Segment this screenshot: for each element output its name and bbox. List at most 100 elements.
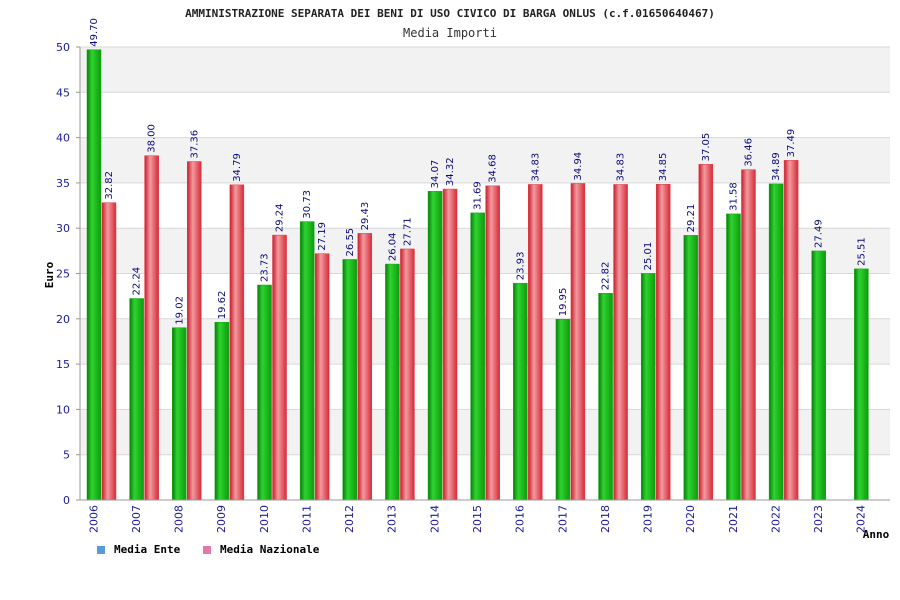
bar-media-ente xyxy=(427,191,443,501)
bar-media-ente xyxy=(214,321,230,501)
bars-group xyxy=(86,49,869,501)
x-tick-label: 2011 xyxy=(300,505,313,533)
bar-media-ente xyxy=(470,212,485,501)
value-label: 29.21 xyxy=(686,204,697,233)
value-label: 19.95 xyxy=(558,288,569,317)
legend-swatch-media-ente xyxy=(97,546,105,554)
legend: Media Ente Media Nazionale xyxy=(97,543,320,556)
legend-swatch-media-nazionale xyxy=(203,546,211,554)
chart-subtitle: Media Importi xyxy=(403,26,497,40)
x-tick-label: 2014 xyxy=(428,505,441,533)
value-label: 49.70 xyxy=(89,18,100,47)
x-tick-label: 2024 xyxy=(855,505,868,533)
bar-media-nazionale xyxy=(187,161,202,501)
value-label: 27.19 xyxy=(317,222,328,251)
x-tick-label: 2006 xyxy=(87,505,100,533)
x-tick-label: 2013 xyxy=(386,505,399,533)
value-label: 36.46 xyxy=(743,138,754,167)
x-tick-label: 2010 xyxy=(258,505,271,533)
axes xyxy=(76,46,890,501)
x-tick-label: 2017 xyxy=(556,505,569,533)
x-tick-labels: 2006 2007 2008 2009 2010 2011 2012 2013 2014 2015… xyxy=(87,505,867,533)
y-tick-labels: 0 5 10 15 20 25 30 35 40 45 50 xyxy=(56,41,70,507)
value-label: 37.05 xyxy=(701,133,712,162)
value-label: 31.69 xyxy=(473,181,484,210)
x-tick-label: 2008 xyxy=(173,505,186,533)
bar-media-ente xyxy=(598,293,613,501)
value-label: 37.49 xyxy=(786,129,797,158)
y-tick-label: 50 xyxy=(56,41,70,54)
x-tick-label: 2021 xyxy=(727,505,740,533)
value-label: 34.79 xyxy=(232,153,243,182)
x-tick-label: 2019 xyxy=(642,505,655,533)
bar-media-nazionale xyxy=(783,160,799,501)
y-tick-label: 20 xyxy=(56,313,70,326)
x-tick-label: 2007 xyxy=(130,505,143,533)
bar-media-nazionale xyxy=(698,164,714,501)
value-label: 30.73 xyxy=(302,190,313,219)
legend-label-media-ente: Media Ente xyxy=(114,543,181,556)
bar-media-nazionale xyxy=(314,253,330,501)
plot-band xyxy=(80,92,890,138)
value-label: 34.68 xyxy=(488,154,499,183)
y-tick-label: 30 xyxy=(56,222,70,235)
bar-media-nazionale xyxy=(272,234,287,501)
y-tick-label: 15 xyxy=(56,358,70,371)
x-tick-label: 2023 xyxy=(812,505,825,533)
y-axis-label: Euro xyxy=(43,261,56,288)
value-label: 22.82 xyxy=(601,262,612,291)
y-tick-label: 10 xyxy=(56,403,70,416)
value-label: 34.83 xyxy=(616,153,627,182)
y-tick-label: 45 xyxy=(56,86,70,99)
value-label: 34.07 xyxy=(430,160,441,189)
x-tick-label: 2020 xyxy=(684,505,697,533)
bar-media-nazionale xyxy=(655,184,671,501)
value-label: 38.00 xyxy=(147,124,158,153)
value-label: 26.55 xyxy=(345,228,356,257)
x-tick-label: 2022 xyxy=(769,505,782,533)
value-labels-group: 49.70 32.82 22.24 38.00 19.02 37.36 19.62 34.79… xyxy=(89,18,867,325)
bar-media-ente xyxy=(257,284,272,501)
bar-media-ente xyxy=(768,183,784,501)
bar-media-nazionale xyxy=(613,184,628,501)
bar-media-nazionale xyxy=(101,202,117,501)
value-label: 29.43 xyxy=(360,202,371,231)
value-label: 27.49 xyxy=(814,219,825,248)
bar-media-nazionale xyxy=(528,184,543,501)
bar-media-nazionale xyxy=(229,184,245,501)
legend-label-media-nazionale: Media Nazionale xyxy=(220,543,320,556)
x-tick-label: 2012 xyxy=(343,505,356,533)
value-label: 25.51 xyxy=(856,237,867,266)
value-label: 23.93 xyxy=(515,252,526,281)
bar-media-ente xyxy=(129,298,144,501)
value-label: 19.02 xyxy=(174,296,185,325)
bar-media-ente xyxy=(385,263,400,501)
bar-media-ente xyxy=(726,213,741,501)
bar-media-ente xyxy=(299,221,315,501)
value-label: 37.36 xyxy=(189,130,200,159)
value-label: 34.32 xyxy=(445,157,456,186)
value-label: 34.94 xyxy=(573,152,584,181)
y-tick-label: 35 xyxy=(56,177,70,190)
value-label: 34.89 xyxy=(771,152,782,181)
value-label: 34.83 xyxy=(530,153,541,182)
bar-media-ente xyxy=(555,319,571,501)
y-tick-label: 0 xyxy=(63,494,70,507)
y-tick-label: 5 xyxy=(63,449,70,462)
bar-media-ente xyxy=(811,250,826,501)
bar-media-nazionale xyxy=(485,185,500,501)
value-label: 25.01 xyxy=(643,242,654,271)
chart-title: AMMINISTRAZIONE SEPARATA DEI BENI DI USO… xyxy=(185,7,715,20)
x-tick-label: 2015 xyxy=(471,505,484,533)
value-label: 34.85 xyxy=(658,153,669,182)
bar-media-nazionale xyxy=(442,188,458,501)
bar-media-ente xyxy=(513,282,528,501)
bar-media-nazionale xyxy=(570,183,586,501)
bar-media-ente xyxy=(342,259,358,501)
value-label: 19.62 xyxy=(217,291,228,320)
bar-media-ente xyxy=(854,268,869,501)
plot-band xyxy=(80,47,890,93)
value-label: 29.24 xyxy=(275,203,286,232)
value-label: 26.04 xyxy=(387,232,398,261)
